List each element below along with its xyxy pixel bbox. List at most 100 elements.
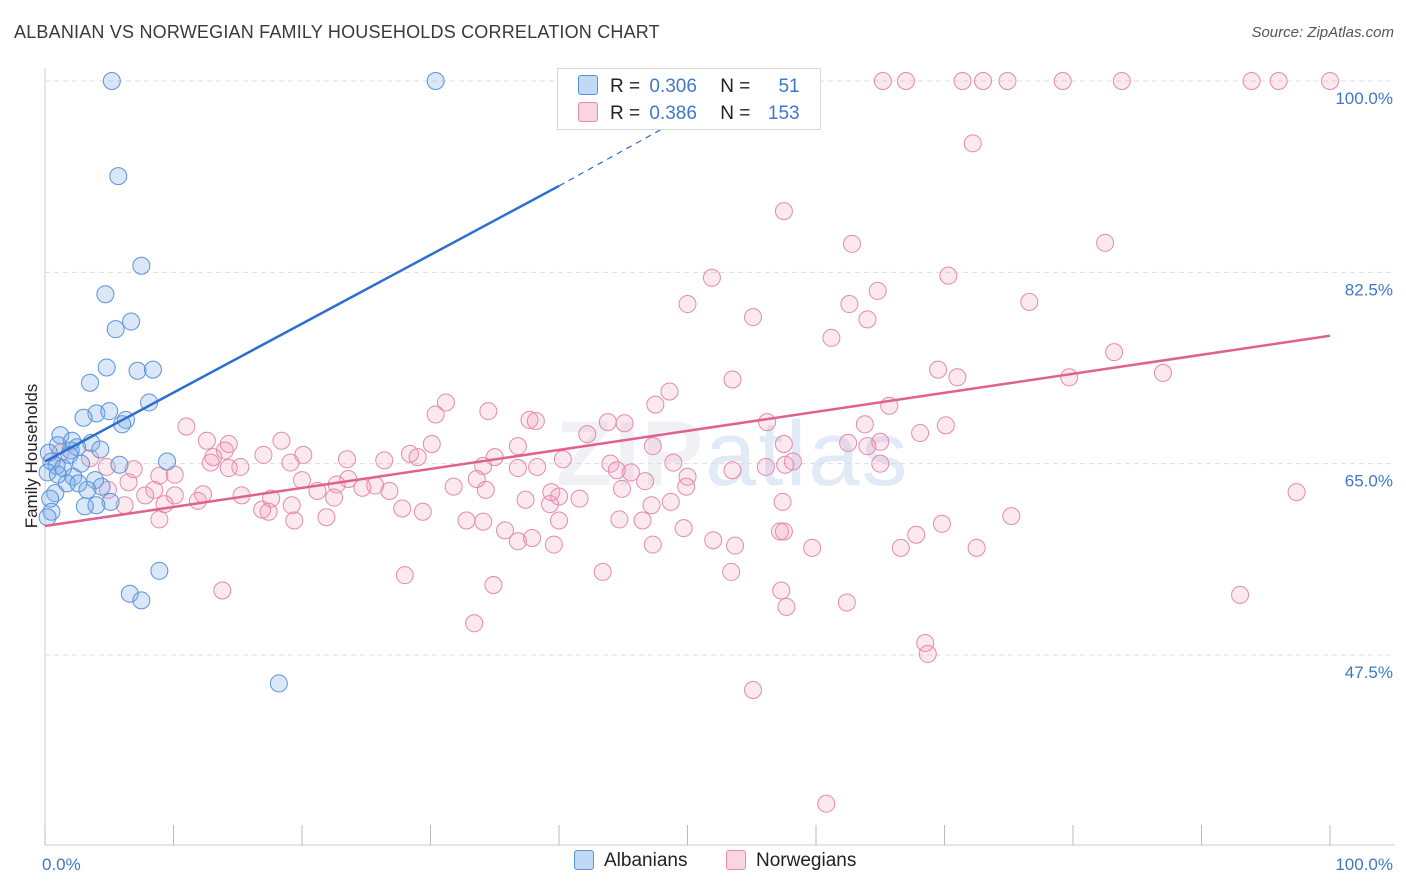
- norwegians-point: [723, 461, 742, 480]
- trend-lines: [44, 128, 1331, 528]
- norwegians-point: [550, 511, 568, 530]
- norwegians-point: [136, 486, 155, 505]
- norwegians-point: [963, 134, 982, 153]
- y-tick-label: 82.5%: [1345, 280, 1393, 299]
- albanians-point: [78, 480, 97, 499]
- norwegians-point: [1096, 233, 1115, 252]
- norwegians-point: [661, 492, 680, 511]
- norwegians-point: [1287, 483, 1306, 502]
- norwegians-point: [744, 680, 763, 699]
- norwegians-point: [916, 633, 935, 652]
- norwegians-point: [776, 455, 795, 474]
- norwegians-point: [259, 502, 278, 521]
- albanians-point: [110, 455, 129, 474]
- norwegians-point: [484, 576, 503, 595]
- norwegians-point: [550, 487, 568, 506]
- albanians-point: [46, 484, 65, 503]
- legend-r-label: R =: [610, 103, 641, 124]
- norwegians-point: [598, 413, 617, 432]
- norwegians-point: [436, 393, 455, 412]
- norwegians-points: [51, 72, 1339, 813]
- norwegians-point: [1321, 72, 1339, 90]
- norwegians-point: [907, 525, 926, 544]
- y-tick-label: 47.5%: [1345, 663, 1393, 682]
- norwegians-point: [457, 511, 476, 530]
- norwegians-point: [444, 477, 463, 496]
- grid-lines: [45, 80, 1395, 656]
- y-axis-label: Family Households: [22, 384, 41, 529]
- albanians-point: [69, 474, 88, 493]
- watermark-atlas: atlas: [705, 403, 910, 505]
- albanians-point: [102, 72, 121, 90]
- norwegians-point: [871, 454, 890, 473]
- norwegians-point: [868, 281, 887, 300]
- norwegians-point: [774, 434, 793, 453]
- norwegians-point: [393, 499, 412, 518]
- norwegians-point: [508, 532, 527, 551]
- norwegians-point: [1053, 72, 1072, 90]
- norwegians-point: [723, 370, 742, 389]
- norwegians-point: [873, 72, 892, 90]
- norwegians-point: [528, 457, 547, 476]
- legend-row-norwegians: R = 0.386 N = 153: [578, 102, 800, 126]
- albanians-swatch-icon: [578, 75, 598, 95]
- norwegians-point: [165, 486, 184, 505]
- albanians-point: [109, 167, 128, 186]
- norwegians-point: [253, 500, 272, 519]
- albanians-point: [269, 674, 288, 693]
- norwegians-point: [508, 459, 527, 478]
- albanians-point: [80, 373, 99, 392]
- norwegians-point: [1002, 507, 1021, 526]
- axes: [44, 68, 1395, 846]
- norwegians-point: [643, 535, 662, 554]
- norwegians-point: [1060, 368, 1079, 387]
- norwegians-point: [772, 581, 791, 600]
- legend-n-label: N =: [720, 103, 751, 124]
- albanians-point: [106, 320, 125, 339]
- norwegians-point: [936, 416, 955, 435]
- norwegians-point: [476, 480, 495, 499]
- norwegians-point: [317, 508, 336, 527]
- norwegians-point: [771, 522, 790, 541]
- norwegians-point: [523, 529, 542, 548]
- norwegians-point: [643, 437, 662, 456]
- norwegians-point: [422, 434, 441, 453]
- albanians-point: [101, 492, 120, 511]
- norwegians-point: [726, 536, 745, 555]
- chart-title: ALBANIAN VS NORWEGIAN FAMILY HOUSEHOLDS …: [14, 22, 660, 42]
- series-legend: Albanians Norwegians: [0, 850, 1406, 880]
- norwegians-point: [150, 510, 169, 529]
- norwegians-point: [704, 531, 723, 550]
- norwegians-point: [911, 424, 930, 443]
- norwegians-point: [272, 431, 291, 450]
- norwegians-point: [839, 433, 858, 452]
- albanians-point: [426, 72, 445, 90]
- norwegians-point: [219, 459, 238, 478]
- norwegians-point: [855, 415, 874, 434]
- norwegians-point: [282, 496, 301, 515]
- norwegians-point: [896, 72, 915, 90]
- norwegians-point: [201, 453, 220, 472]
- norwegians-point: [544, 535, 563, 554]
- y-tick-label: 65.0%: [1345, 472, 1393, 491]
- norwegians-point: [646, 395, 665, 414]
- albanians-point: [97, 358, 116, 377]
- legend-norwegians-label: Norwegians: [756, 850, 857, 871]
- norwegians-point: [215, 441, 234, 460]
- legend-n-value: 51: [778, 76, 800, 97]
- norwegians-point: [408, 448, 427, 467]
- albanians-point: [132, 256, 151, 275]
- norwegians-point: [281, 453, 300, 472]
- norwegians-point: [948, 368, 967, 387]
- norwegians-point: [612, 479, 631, 498]
- watermark: ZIPatlas: [556, 402, 909, 507]
- albanians-point: [74, 408, 93, 427]
- norwegians-point: [837, 593, 856, 612]
- norwegians-point: [610, 510, 629, 529]
- norwegians-point: [918, 644, 937, 663]
- norwegians-swatch-icon: [578, 102, 598, 122]
- norwegians-point: [803, 538, 822, 557]
- legend-item-norwegians: Norwegians: [726, 850, 856, 872]
- norwegians-point: [413, 502, 432, 521]
- legend-item-albanians: Albanians: [574, 850, 687, 872]
